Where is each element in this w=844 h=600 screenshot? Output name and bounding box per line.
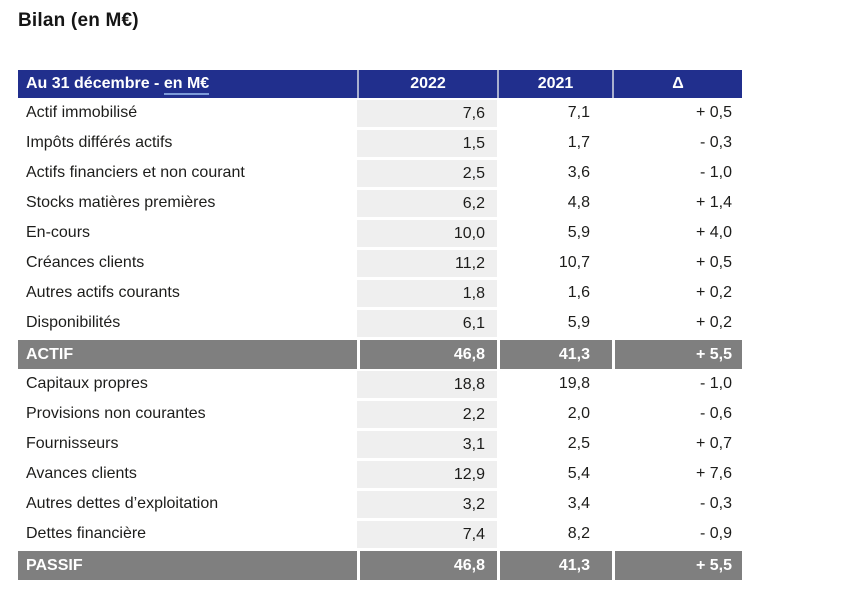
delta-cell: + 1,4 <box>695 194 732 211</box>
row-label-cell: Capitaux propres <box>26 375 148 392</box>
table-row: Stocks matières premières 6,2 4,8 + 1,4 <box>18 188 742 218</box>
table-row: Fournisseurs 3,1 2,5 + 0,7 <box>18 429 742 459</box>
delta-cell: + 0,2 <box>695 284 732 301</box>
delta-cell: + 4,0 <box>695 224 732 241</box>
table-row: Impôts différés actifs 1,5 1,7 - 0,3 <box>18 128 742 158</box>
row-label-cell: Dettes financière <box>26 525 147 542</box>
header-row: Au 31 décembre - en M€ 2022 2021 Δ <box>18 70 742 98</box>
page-title: Bilan (en M€) <box>18 10 139 31</box>
table-row: Capitaux propres 18,8 19,8 - 1,0 <box>18 369 742 399</box>
delta-cell: - 1,0 <box>699 375 732 392</box>
row-label-cell: Actif immobilisé <box>26 104 138 121</box>
delta-cell: + 7,6 <box>695 465 732 482</box>
delta-cell: - 1,0 <box>699 164 732 181</box>
value-2022-cell: 6,1 <box>357 308 497 338</box>
table-row: Dettes financière 7,4 8,2 - 0,9 <box>18 519 742 549</box>
row-label-cell: Disponibilités <box>26 314 121 331</box>
value-2022-cell: 46,8 <box>357 338 497 369</box>
table-row: Créances clients 11,2 10,7 + 0,5 <box>18 248 742 278</box>
table-row: Actif immobilisé 7,6 7,1 + 0,5 <box>18 98 742 128</box>
value-2022-cell: 1,5 <box>357 128 497 158</box>
table-row: Disponibilités 6,1 5,9 + 0,2 <box>18 308 742 338</box>
table-row: En-cours 10,0 5,9 + 4,0 <box>18 218 742 248</box>
value-2021-cell: 7,1 <box>567 104 590 121</box>
value-2021-cell: 5,9 <box>567 314 590 331</box>
row-label-cell: Autres actifs courants <box>26 284 180 301</box>
row-label-cell: Fournisseurs <box>26 435 119 452</box>
row-label-cell: ACTIF <box>18 338 357 369</box>
table-row: Autres actifs courants 1,8 1,6 + 0,2 <box>18 278 742 308</box>
value-2021-cell: 3,4 <box>567 495 590 512</box>
header-2022-cell: 2022 <box>357 70 497 98</box>
delta-cell: + 5,5 <box>612 338 742 369</box>
value-2021-cell: 2,0 <box>567 405 590 422</box>
value-2022-cell: 10,0 <box>357 218 497 248</box>
value-2021-cell: 10,7 <box>558 254 590 271</box>
value-2022-cell: 2,2 <box>357 399 497 429</box>
value-2021-cell: 8,2 <box>567 525 590 542</box>
value-2022-cell: 6,2 <box>357 188 497 218</box>
delta-cell: + 5,5 <box>612 549 742 580</box>
row-label-cell: Impôts différés actifs <box>26 134 173 151</box>
value-2022-cell: 12,9 <box>357 459 497 489</box>
total-row-passif: PASSIF 46,8 41,3 + 5,5 <box>18 549 742 580</box>
value-2022-cell: 1,8 <box>357 278 497 308</box>
balance-sheet-table: Au 31 décembre - en M€ 2022 2021 Δ Actif… <box>18 70 742 580</box>
delta-cell: - 0,3 <box>699 495 732 512</box>
value-2022-cell: 46,8 <box>357 549 497 580</box>
row-label-cell: Créances clients <box>26 254 145 271</box>
value-2021-cell: 1,6 <box>567 284 590 301</box>
value-2021-cell: 2,5 <box>567 435 590 452</box>
table-row: Actifs financiers et non courant 2,5 3,6… <box>18 158 742 188</box>
table-row: Provisions non courantes 2,2 2,0 - 0,6 <box>18 399 742 429</box>
value-2021-cell: 41,3 <box>497 338 612 369</box>
row-label-cell: Actifs financiers et non courant <box>26 164 245 181</box>
value-2021-cell: 4,8 <box>567 194 590 211</box>
value-2021-cell: 19,8 <box>558 375 590 392</box>
delta-cell: - 0,9 <box>699 525 732 542</box>
value-2021-cell: 41,3 <box>497 549 612 580</box>
value-2022-cell: 18,8 <box>357 369 497 399</box>
row-label-cell: PASSIF <box>18 549 357 580</box>
delta-cell: + 0,2 <box>695 314 732 331</box>
header-delta-cell: Δ <box>612 70 742 98</box>
row-label-cell: Stocks matières premières <box>26 194 216 211</box>
row-label-cell: Avances clients <box>26 465 137 482</box>
header-label-cell: Au 31 décembre - en M€ <box>18 70 357 98</box>
delta-cell: - 0,3 <box>699 134 732 151</box>
delta-cell: + 0,7 <box>695 435 732 452</box>
delta-cell: - 0,6 <box>699 405 732 422</box>
value-2022-cell: 3,1 <box>357 429 497 459</box>
value-2021-cell: 5,9 <box>567 224 590 241</box>
delta-cell: + 0,5 <box>695 104 732 121</box>
value-2022-cell: 7,6 <box>357 98 497 128</box>
value-2022-cell: 3,2 <box>357 489 497 519</box>
value-2021-cell: 1,7 <box>567 134 590 151</box>
value-2021-cell: 5,4 <box>567 465 590 482</box>
header-2021-cell: 2021 <box>497 70 612 98</box>
table-row: Avances clients 12,9 5,4 + 7,6 <box>18 459 742 489</box>
header-label-prefix: Au 31 décembre - <box>26 75 164 92</box>
row-label-cell: En-cours <box>26 224 91 241</box>
row-label-cell: Autres dettes d’exploitation <box>26 495 219 512</box>
delta-cell: + 0,5 <box>695 254 732 271</box>
value-2022-cell: 11,2 <box>357 248 497 278</box>
header-unit-underlined: en M€ <box>163 75 210 95</box>
table-row: Autres dettes d’exploitation 3,2 3,4 - 0… <box>18 489 742 519</box>
row-label-cell: Provisions non courantes <box>26 405 206 422</box>
total-row-actif: ACTIF 46,8 41,3 + 5,5 <box>18 338 742 369</box>
value-2022-cell: 7,4 <box>357 519 497 549</box>
value-2021-cell: 3,6 <box>567 164 590 181</box>
value-2022-cell: 2,5 <box>357 158 497 188</box>
